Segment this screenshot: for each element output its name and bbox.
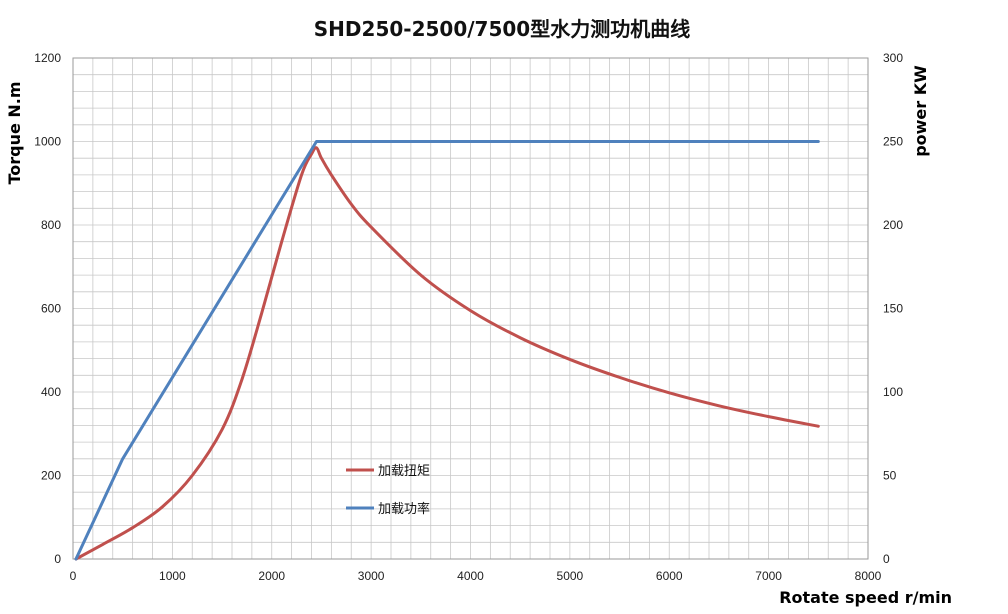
series-lines [74, 140, 820, 561]
chart-title: SHD250-2500/7500型水力测功机曲线 [314, 17, 690, 41]
y2-axis-title: power KW [911, 65, 930, 157]
y-tick-label: 0 [54, 552, 61, 566]
y-tick-label: 1000 [34, 135, 61, 149]
y2-tick-label: 50 [883, 469, 897, 483]
x-tick-label: 0 [70, 569, 77, 583]
legend-label: 加载扭矩 [378, 464, 430, 479]
y2-tick-label: 200 [883, 218, 903, 232]
x-tick-label: 2000 [258, 569, 285, 583]
power-series-line [74, 140, 820, 561]
y-tick-label: 600 [41, 302, 61, 316]
x-tick-label: 3000 [358, 569, 385, 583]
x-tick-label: 7000 [755, 569, 782, 583]
y-axis-title: Torque N.m [5, 81, 24, 184]
x-tick-label: 8000 [855, 569, 882, 583]
legend-label: 加载功率 [378, 501, 430, 517]
torque-series-line [74, 146, 820, 561]
y-tick-label: 1200 [34, 51, 61, 65]
plot-area-border [72, 57, 869, 560]
x-tick-label: 1000 [159, 569, 186, 583]
x-tick-label: 6000 [656, 569, 683, 583]
y2-tick-label: 250 [883, 135, 903, 149]
y2-tick-label: 100 [883, 385, 903, 399]
grid-lines [72, 57, 869, 560]
x-axis-title: Rotate speed r/min [779, 588, 952, 607]
x-tick-label: 5000 [557, 569, 584, 583]
y-tick-label: 200 [41, 469, 61, 483]
y-tick-label: 800 [41, 218, 61, 232]
x-tick-label: 4000 [457, 569, 484, 583]
y2-tick-label: 0 [883, 552, 890, 566]
y2-tick-label: 150 [883, 302, 903, 316]
y-tick-label: 400 [41, 385, 61, 399]
tick-labels: 0 1000 2000 3000 4000 5000 6000 7000 80000200400… [34, 51, 903, 583]
y2-tick-label: 300 [883, 51, 903, 65]
